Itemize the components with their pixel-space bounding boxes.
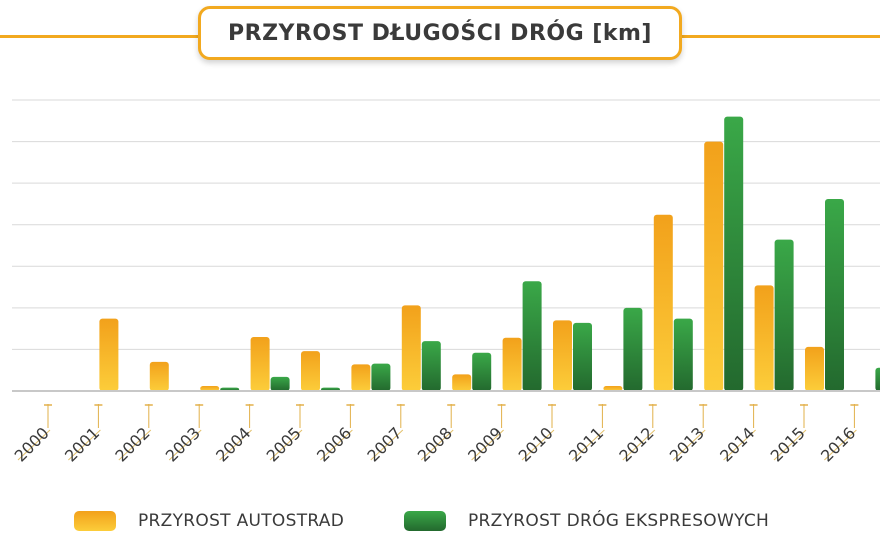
bar-autostrady-2003 [200, 386, 220, 391]
bar-autostrady-2001 [99, 318, 119, 391]
tick-diagonal [320, 429, 353, 461]
bars [99, 116, 880, 391]
bar-autostrady-2008 [452, 374, 472, 391]
bar-autostrady-2006 [351, 364, 371, 391]
legend-label: PRZYROST AUTOSTRAD [138, 511, 345, 531]
title-box: PRZYROST DŁUGOŚCI DRÓG [km] [198, 6, 682, 60]
x-tick-label: 2005 [263, 423, 305, 465]
tick-diagonal [420, 429, 454, 461]
chart-title: PRZYROST DŁUGOŚCI DRÓG [km] [228, 20, 652, 46]
x-tick-label: 2009 [464, 423, 506, 465]
bar-autostrady-2011 [603, 386, 623, 391]
bar-autostrady-2013 [704, 141, 724, 391]
x-tick-label: 2002 [111, 423, 153, 465]
x-tick-label: 2007 [363, 423, 405, 465]
tick-diagonal [118, 429, 152, 461]
tick-diagonal [17, 429, 51, 461]
x-tick-label: 2008 [414, 423, 456, 465]
bar-ekspresowe-2006 [371, 363, 391, 391]
tick-diagonal [723, 429, 756, 461]
bar-ekspresowe-2014 [774, 239, 794, 391]
tick-diagonal [773, 429, 807, 461]
tick-diagonal [68, 429, 101, 461]
legend-swatch-orange [74, 511, 116, 531]
x-tick-label: 2001 [61, 423, 103, 465]
tick-diagonal [672, 429, 706, 461]
x-tick-label: 2012 [615, 423, 657, 465]
tick-diagonal [219, 429, 252, 461]
bar-ekspresowe-2016 [875, 367, 880, 391]
x-tick-label: 2006 [313, 423, 355, 465]
grid-lines [12, 99, 880, 350]
legend-item-ekspresowe: PRZYROST DRÓG EKSPRESOWYCH [404, 508, 769, 534]
x-axis: 2000 2001 2002 2003 2004 2005 2006 2007 2008 2009… [11, 390, 880, 466]
bar-chart: 2000 2001 2002 2003 2004 2005 2006 2007 2008 2009… [11, 99, 880, 466]
bar-autostrady-2005 [301, 351, 320, 391]
tick-diagonal [622, 429, 656, 461]
tick-diagonal [168, 429, 202, 461]
bar-autostrady-2014 [754, 285, 774, 391]
bar-ekspresowe-2015 [825, 198, 844, 391]
bar-ekspresowe-2004 [270, 376, 290, 391]
bar-ekspresowe-2008 [472, 352, 492, 391]
bar-ekspresowe-2011 [623, 307, 643, 391]
tick-diagonal [572, 429, 605, 461]
x-tick-label: 2003 [162, 423, 204, 465]
bar-ekspresowe-2010 [573, 322, 592, 391]
bar-autostrady-2015 [805, 346, 824, 391]
x-tick-label: 2014 [716, 423, 758, 465]
bar-ekspresowe-2013 [724, 116, 744, 391]
tick-diagonal [824, 429, 857, 461]
x-tick-label: 2013 [666, 423, 708, 465]
bar-autostrady-2012 [653, 214, 673, 391]
tick-diagonal [370, 429, 404, 461]
x-tick-label: 2010 [515, 423, 557, 465]
x-tick-label: 2015 [767, 423, 809, 465]
tick-diagonal [269, 429, 303, 461]
legend-item-autostrady: PRZYROST AUTOSTRAD [74, 508, 344, 534]
bar-ekspresowe-2012 [673, 318, 693, 391]
bar-autostrady-2010 [553, 320, 572, 391]
x-tick-label: 2004 [212, 423, 254, 465]
bar-autostrady-2004 [250, 336, 270, 391]
bar-ekspresowe-2009 [522, 281, 542, 391]
x-tick-label: 2011 [565, 423, 607, 465]
tick-diagonal [471, 429, 504, 461]
x-tick-label: 2000 [11, 423, 53, 465]
bar-autostrady-2009 [502, 337, 522, 391]
legend-label: PRZYROST DRÓG EKSPRESOWYCH [468, 511, 770, 531]
legend-swatch-green [404, 511, 446, 531]
bar-ekspresowe-2007 [421, 341, 441, 391]
tick-diagonal [521, 429, 555, 461]
bar-autostrady-2002 [149, 361, 169, 391]
bar-autostrady-2007 [401, 305, 421, 391]
x-tick-label: 2016 [817, 423, 859, 465]
